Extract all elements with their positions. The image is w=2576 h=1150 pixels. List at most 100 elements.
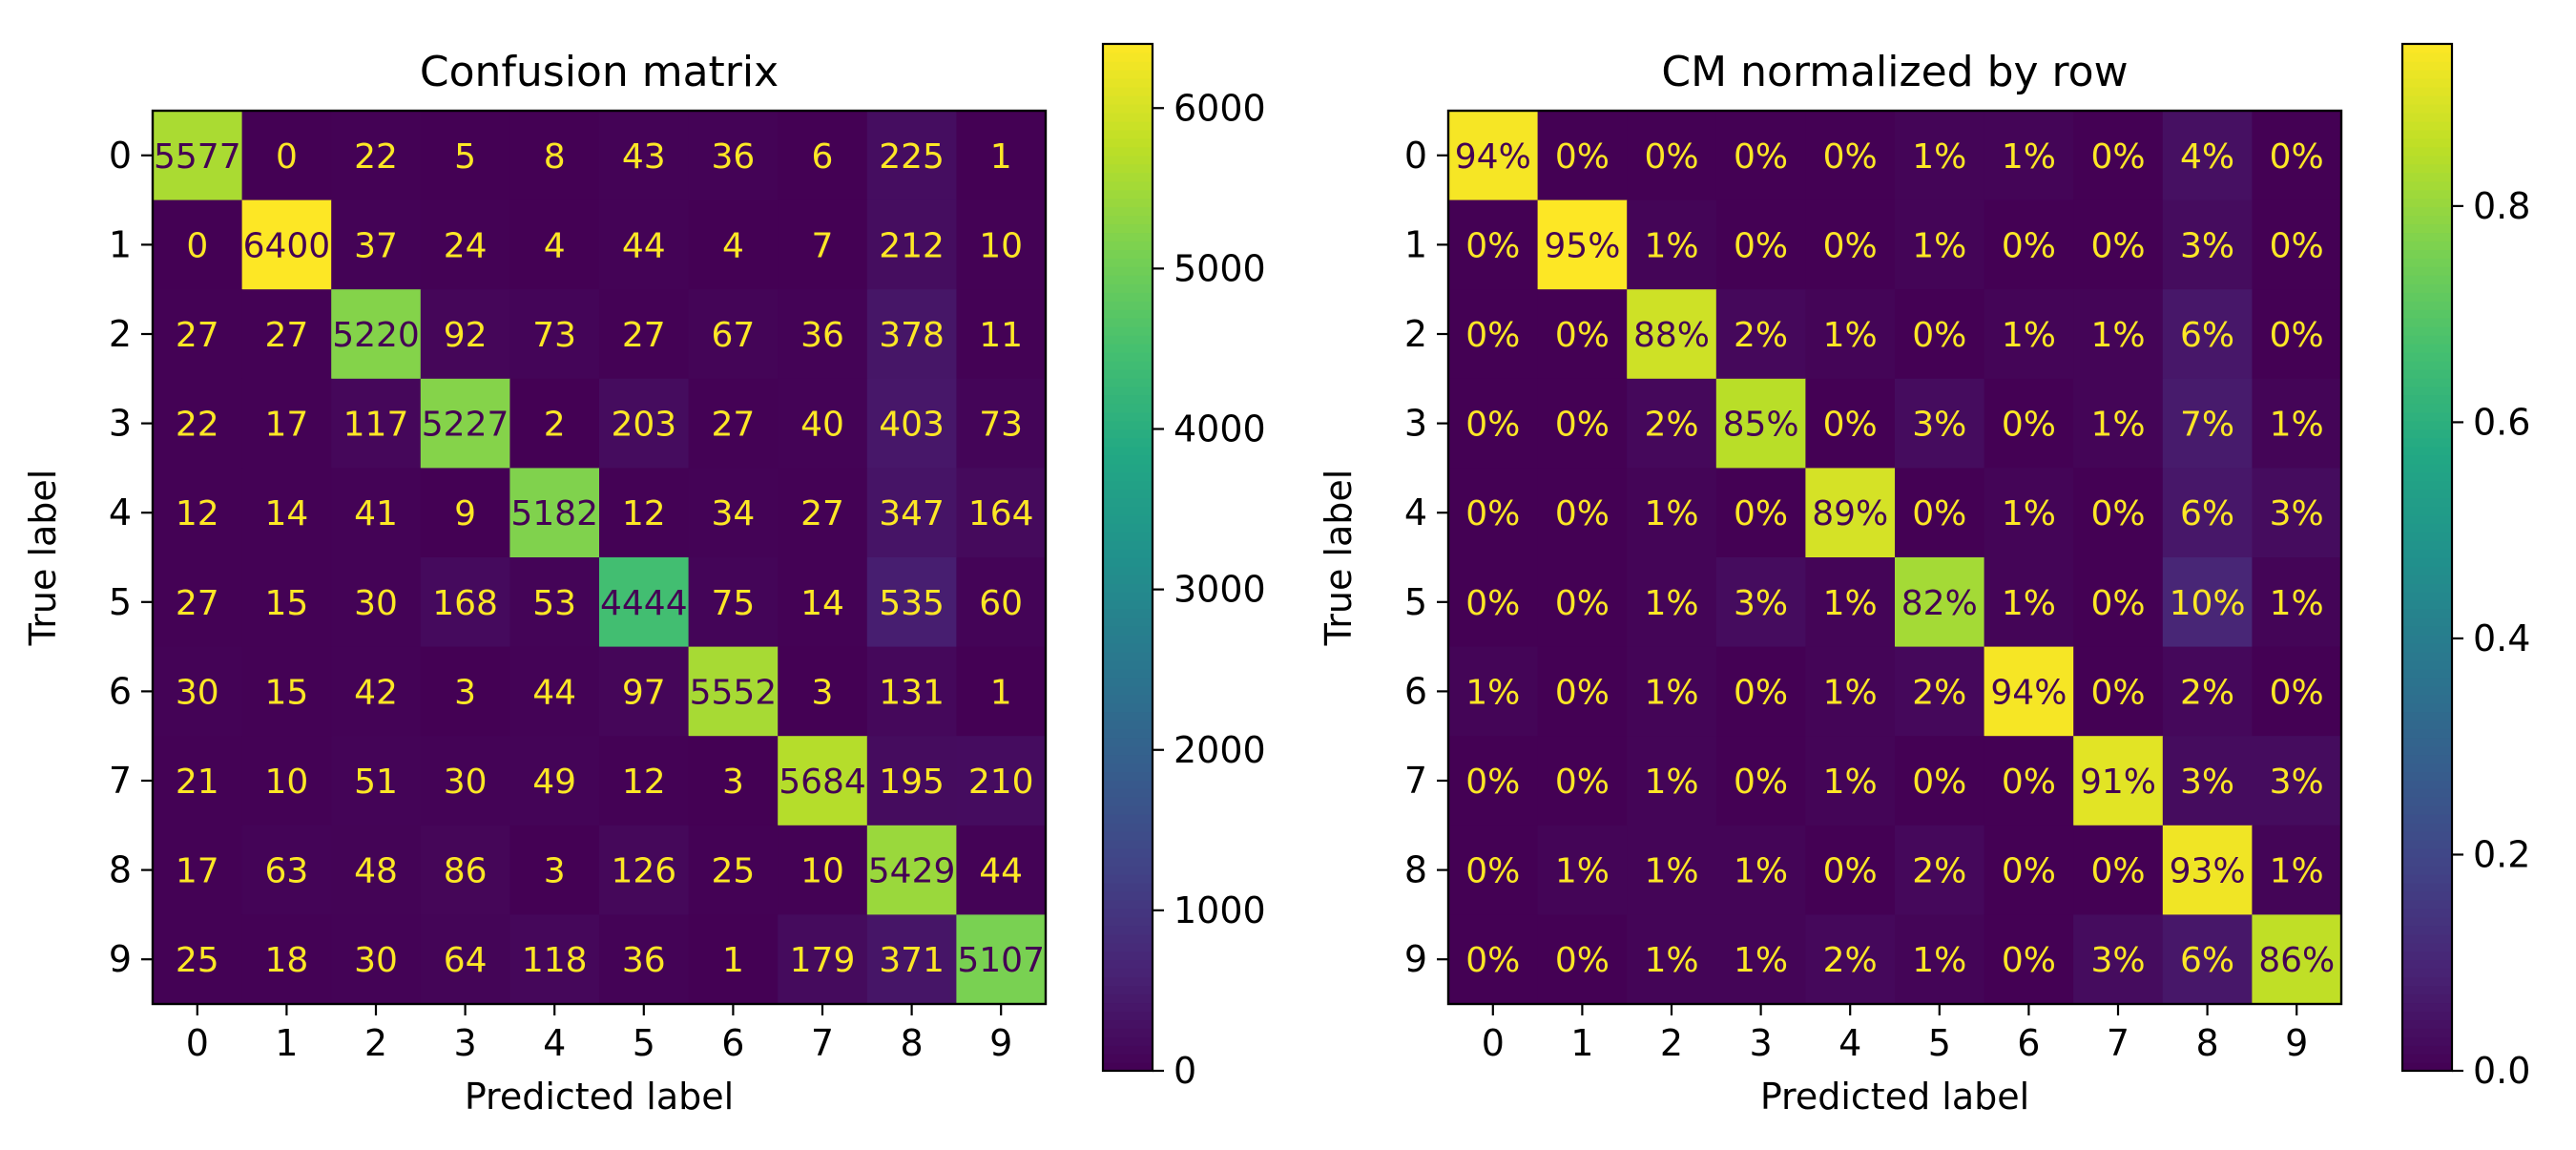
colorbar-segment [1103, 232, 1153, 242]
colorbar-segment [2402, 1002, 2452, 1013]
colorbar-segment [2402, 805, 2452, 815]
cell-value-label: 44 [532, 673, 576, 712]
heatmap-cell [2162, 468, 2253, 558]
heatmap-cell [1715, 646, 1806, 737]
colorbar-segment [1103, 463, 1153, 473]
cell-value-label: 17 [264, 406, 308, 445]
colorbar-segment [1103, 951, 1153, 961]
colorbar-segment [1103, 634, 1153, 644]
y-axis-label: True label [22, 470, 64, 647]
colorbar-segment [1103, 497, 1153, 507]
heatmap-cell [1627, 468, 1717, 558]
heatmap-cell [778, 199, 868, 290]
x-axis-label: Predicted label [1760, 1076, 2029, 1118]
colorbar-segment [1103, 94, 1153, 105]
cell-value-label: 27 [176, 584, 219, 623]
cell-value-label: 0% [1555, 584, 1610, 623]
colorbar-segment [1103, 642, 1153, 653]
heatmap-cell [1805, 914, 1896, 1005]
cell-value-label: 0% [2002, 763, 2056, 802]
heatmap-cell [420, 468, 510, 558]
cell-value-label: 30 [176, 673, 219, 712]
cell-value-label: 2% [1823, 941, 1878, 980]
cell-value-label: 63 [264, 852, 308, 891]
cell-value-label: 30 [354, 941, 398, 980]
cell-value-label: 4 [544, 226, 566, 265]
heatmap-cell [1715, 557, 1806, 648]
heatmap-cell [956, 289, 1047, 380]
colorbar-segment [2402, 617, 2452, 627]
heatmap-cell [331, 736, 422, 826]
cell-value-label: 41 [354, 494, 398, 533]
colorbar-segment [2402, 702, 2452, 713]
heatmap-cell [688, 468, 779, 558]
colorbar-segment [1103, 780, 1153, 789]
colorbar-segment [2402, 685, 2452, 696]
cell-value-label: 179 [790, 941, 856, 980]
colorbar-segment [2402, 172, 2452, 182]
cell-value-label: 44 [622, 226, 666, 265]
y-tick-label: 3 [1404, 403, 1427, 445]
colorbar-segment [2402, 471, 2452, 482]
y-tick-label: 7 [1404, 760, 1427, 802]
colorbar-segment [1103, 847, 1153, 858]
heatmap-cell [866, 914, 957, 1005]
x-tick-label: 6 [2017, 1022, 2040, 1064]
colorbar-segment [1103, 163, 1153, 174]
heatmap-cell [956, 557, 1047, 648]
heatmap-cell [778, 736, 868, 826]
colorbar-segment [1103, 899, 1153, 910]
colorbar-segment [1103, 86, 1153, 96]
colorbar-segment [1103, 240, 1153, 250]
cell-value-label: 0% [1555, 494, 1610, 533]
cell-value-label: 0% [1734, 673, 1788, 712]
heatmap-cell [153, 914, 243, 1005]
heatmap-cell [2162, 825, 2253, 915]
heatmap-cell [2073, 289, 2164, 380]
colorbar-segment [2402, 301, 2452, 310]
colorbar-segment [1103, 223, 1153, 234]
colorbar-segment [1103, 206, 1153, 217]
cell-value-label: 15 [264, 673, 308, 712]
colorbar-segment [1103, 617, 1153, 627]
cell-value-label: 42 [354, 673, 398, 712]
cell-value-label: 0% [1555, 763, 1610, 802]
heatmap-cell [1895, 557, 1985, 648]
y-tick-label: 0 [109, 135, 132, 177]
colorbar-segment [2402, 728, 2452, 739]
x-tick-label: 1 [275, 1022, 298, 1064]
colorbar-tick-label: 0.8 [2473, 185, 2530, 227]
colorbar-segment [1103, 591, 1153, 601]
cell-value-label: 3% [2180, 226, 2234, 265]
y-tick-label: 4 [109, 491, 132, 533]
cell-value-label: 21 [176, 763, 219, 802]
cell-value-label: 51 [354, 763, 398, 802]
heatmap-cell [1984, 378, 2074, 469]
x-tick-label: 0 [186, 1022, 209, 1064]
cell-value-label: 0% [1734, 137, 1788, 177]
colorbar-segment [1103, 266, 1153, 276]
cell-value-label: 48 [354, 852, 398, 891]
colorbar-segment [2402, 847, 2452, 858]
heatmap-cell [1448, 111, 1539, 201]
cell-value-label: 89% [1812, 494, 1888, 533]
cell-value-label: 67 [711, 316, 755, 355]
cell-value-label: 27 [176, 316, 219, 355]
cell-value-label: 0% [1555, 316, 1610, 355]
colorbar-segment [2402, 745, 2452, 756]
heatmap-cell [956, 468, 1047, 558]
heatmap-cell [688, 557, 779, 648]
heatmap-cell [2162, 736, 2253, 826]
cell-value-label: 25 [711, 852, 755, 891]
heatmap-cell [1537, 736, 1628, 826]
colorbar-tick-label: 1000 [1174, 889, 1266, 931]
heatmap-cell [688, 289, 779, 380]
cell-value-label: 37 [354, 226, 398, 265]
cell-value-label: 73 [979, 406, 1023, 445]
heatmap-cell [866, 378, 957, 469]
cell-value-label: 0% [1465, 584, 1520, 623]
cell-value-label: 1% [2090, 406, 2145, 445]
colorbar-segment [2402, 223, 2452, 234]
cell-value-label: 0% [1465, 406, 1520, 445]
colorbar-segment [1103, 437, 1153, 448]
